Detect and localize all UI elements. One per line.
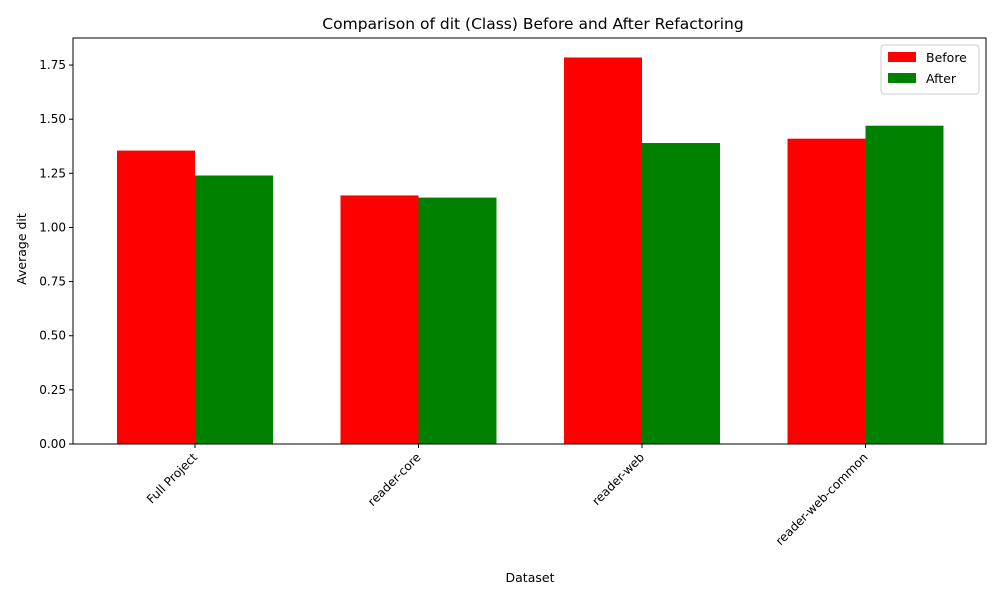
bar-after-2 <box>642 143 720 444</box>
y-tick-label: 0.50 <box>39 329 66 343</box>
y-axis-label: Average dit <box>14 213 29 285</box>
plot-area: 0.00 0.25 0.50 0.75 1.00 1.25 1.50 1.75 Full Pro… <box>39 37 987 548</box>
chart-title: Comparison of dit (Class) Before and Aft… <box>322 15 743 33</box>
x-tick-label: reader-web-common <box>773 450 871 548</box>
bar-before-1 <box>340 195 419 444</box>
bar-after-0 <box>195 175 273 445</box>
legend: Before After <box>880 44 980 95</box>
plot-frame <box>72 37 987 445</box>
y-tick-label: 1.00 <box>39 220 66 234</box>
bar-after-1 <box>418 197 497 444</box>
x-tick-label: Full Project <box>144 450 200 506</box>
y-tick-label: 0.25 <box>39 383 66 397</box>
bar-before-2 <box>564 57 642 444</box>
legend-swatch-before <box>888 52 916 62</box>
legend-label-before: Before <box>926 50 967 65</box>
y-tick-label: 1.50 <box>39 112 66 126</box>
x-tick-label: reader-web <box>589 450 647 508</box>
legend-swatch-after <box>888 73 916 83</box>
y-tick-label: 0.00 <box>39 437 66 451</box>
y-tick-label: 1.75 <box>39 58 66 72</box>
bar-before-3 <box>787 138 866 445</box>
y-tick-label: 0.75 <box>39 275 66 289</box>
x-axis-label: Dataset <box>506 570 555 585</box>
legend-label-after: After <box>926 71 957 86</box>
bar-before-0 <box>117 150 195 444</box>
x-tick-label: reader-core <box>365 450 424 509</box>
y-tick-label: 1.25 <box>39 166 66 180</box>
bar-after-3 <box>865 125 944 445</box>
